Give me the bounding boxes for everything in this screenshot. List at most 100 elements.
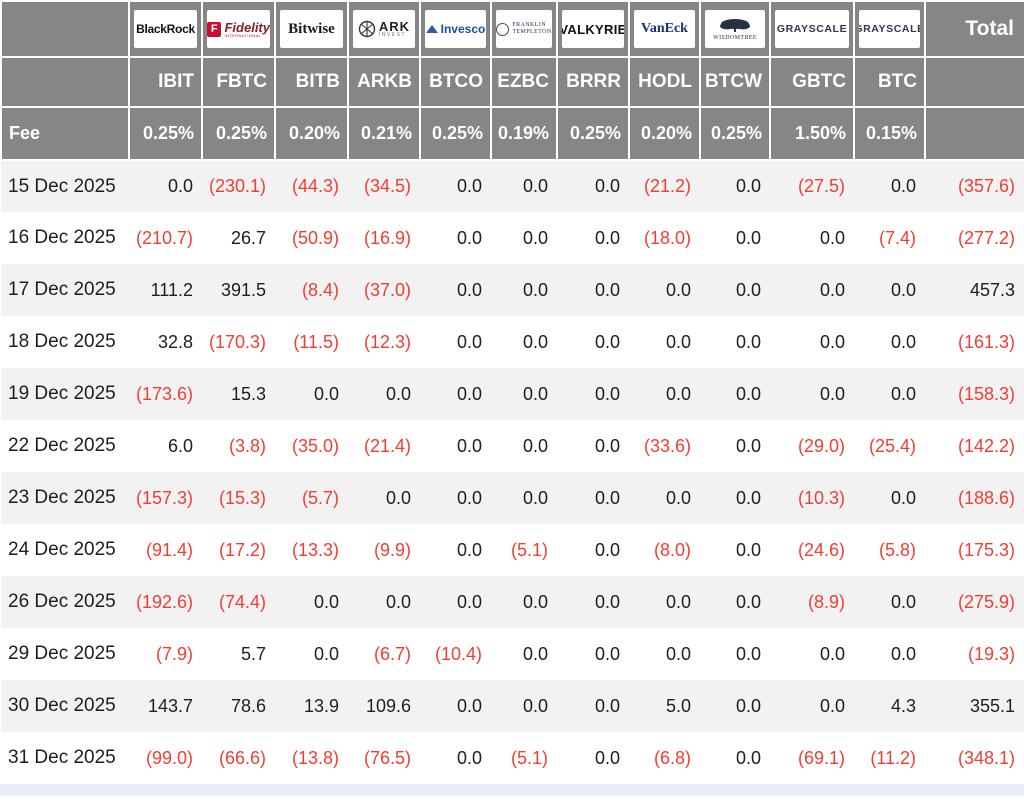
provider-cell-grayscale-btc: GRAYSCALE [853, 0, 926, 58]
fee-header-row: Fee 0.25% 0.25% 0.20% 0.21% 0.25% 0.19% … [0, 106, 1024, 161]
flow-value-cell: 5.0 [665, 695, 691, 716]
flow-value-cell: 0.0 [313, 591, 339, 612]
flow-value-cell: 0.0 [735, 331, 761, 352]
date-cell: 23 Dec 2025 [8, 487, 116, 508]
fee-btcw: 0.25% [699, 106, 771, 161]
flow-value-cell: 0.0 [456, 487, 482, 508]
table-row: 29 Dec 2025 (7.9) 5.7 0.0 (6.7) (10.4) 0.0 0.0 0… [1, 628, 1024, 680]
fee-ibit: 0.25% [128, 106, 203, 161]
flow-value-cell: 0.0 [594, 747, 620, 768]
flow-value-cell: (27.5) [797, 176, 845, 196]
flow-value-cell: 0.0 [735, 279, 761, 300]
flow-value-cell: 0.0 [522, 435, 548, 456]
flow-value-cell: (16.9) [363, 227, 411, 248]
table-row: 26 Dec 2025 (192.6) (74.4) 0.0 0.0 0.0 0.0 0.0 0… [1, 576, 1024, 628]
flow-value-cell: (33.6) [643, 435, 691, 456]
flow-value-cell: 0.0 [456, 747, 482, 768]
flow-value-cell: (230.1) [208, 176, 266, 196]
flow-value-cell: 0.0 [819, 227, 845, 248]
row-total-cell: (158.3) [957, 383, 1015, 404]
flow-value-cell: 0.0 [890, 279, 916, 300]
flow-value-cell: 0.0 [522, 176, 548, 196]
flow-value-cell: 0.0 [167, 176, 193, 196]
row-total-cell: (142.2) [957, 435, 1015, 456]
flow-value-cell: (25.4) [868, 435, 916, 456]
flow-value-cell: 0.0 [890, 591, 916, 612]
flow-value-cell: 0.0 [594, 383, 620, 404]
flow-value-cell: 0.0 [819, 383, 845, 404]
logo-header-row: BlackRock F Fidelity INTERNATIONAL Bitwi… [0, 0, 1024, 58]
flow-value-cell: 0.0 [735, 643, 761, 664]
flow-value-cell: 0.0 [890, 487, 916, 508]
table-row: 18 Dec 2025 32.8 (170.3) (11.5) (12.3) 0.0 0.0… [1, 316, 1024, 368]
flow-value-cell: 0.0 [456, 279, 482, 300]
date-cell: 31 Dec 2025 [8, 747, 116, 768]
flow-value-cell: (5.8) [878, 539, 916, 560]
flow-value-cell: 0.0 [890, 643, 916, 664]
flow-value-cell: (7.4) [878, 227, 916, 248]
flow-value-cell: (10.3) [797, 487, 845, 508]
grayscale-logo: GRAYSCALE [775, 10, 849, 48]
ark-wordmark: ARK [378, 19, 411, 34]
flow-value-cell: (9.9) [373, 539, 411, 560]
ticker-btco: BTCO [419, 56, 492, 108]
flow-value-cell: (170.3) [208, 331, 266, 352]
fee-btco: 0.25% [419, 106, 492, 161]
wisdomtree-wordmark: WISDOMTREE [713, 34, 757, 41]
table-row: 31 Dec 2025 (99.0) (66.6) (13.8) (76.5) 0.0 (5… [1, 732, 1024, 784]
flow-value-cell: (29.0) [797, 435, 845, 456]
franklin-line1: FRANKLIN [512, 21, 546, 28]
flow-value-cell: (11.2) [870, 747, 916, 768]
flow-value-cell: 15.3 [230, 383, 266, 404]
flow-value-cell: 0.0 [456, 695, 482, 716]
row-total-cell: (19.3) [967, 643, 1015, 664]
flow-value-cell: 0.0 [456, 539, 482, 560]
flow-value-cell: (99.0) [145, 747, 193, 768]
fee-hodl: 0.20% [628, 106, 701, 161]
table-row: 17 Dec 2025 111.2 391.5 (8.4) (37.0) 0.0 0.0 0.… [1, 264, 1024, 316]
flow-value-cell: 0.0 [313, 643, 339, 664]
ticker-gbtc: GBTC [769, 56, 855, 108]
row-total-cell: (357.6) [957, 176, 1015, 196]
ticker-header-row: IBIT FBTC BITB ARKB BTCO EZBC BRRR HODL … [0, 56, 1024, 108]
flows-body: 15 Dec 2025 0.0 (230.1) (44.3) (34.5) 0.0 0.0 0… [1, 160, 1024, 784]
flow-value-cell: 0.0 [890, 383, 916, 404]
flow-value-cell: 0.0 [594, 227, 620, 248]
ticker-ezbc: EZBC [490, 56, 558, 108]
flow-value-cell: 143.7 [147, 695, 193, 716]
flow-value-cell: (21.2) [643, 176, 691, 196]
flow-value-cell: 0.0 [594, 643, 620, 664]
blackrock-wordmark: BlackRock [136, 22, 195, 36]
wisdomtree-tree-icon [720, 18, 750, 32]
flow-value-cell: (210.7) [135, 227, 193, 248]
total-column-header: Total [924, 0, 1024, 58]
flow-value-cell: 0.0 [594, 539, 620, 560]
flow-value-cell: (50.9) [291, 227, 339, 248]
flow-value-cell: 0.0 [456, 383, 482, 404]
table-row: 23 Dec 2025 (157.3) (15.3) (5.7) 0.0 0.0 0.0 0.… [1, 472, 1024, 524]
flow-value-cell: 0.0 [735, 539, 761, 560]
flow-value-cell: 0.0 [522, 591, 548, 612]
etf-flows-table: BlackRock F Fidelity INTERNATIONAL Bitwi… [0, 0, 1024, 784]
flow-value-cell: 0.0 [735, 487, 761, 508]
date-cell: 26 Dec 2025 [8, 591, 116, 612]
flow-value-cell: (8.9) [807, 591, 845, 612]
flow-value-cell: (5.7) [301, 487, 339, 508]
flow-value-cell: 0.0 [313, 383, 339, 404]
row-total-cell: (275.9) [957, 591, 1015, 612]
flow-value-cell: 0.0 [735, 176, 761, 196]
row-total-cell: (161.3) [957, 331, 1015, 352]
flow-value-cell: 0.0 [456, 176, 482, 196]
flow-value-cell: (10.4) [434, 643, 482, 664]
flow-value-cell: (15.3) [218, 487, 266, 508]
flow-value-cell: (35.0) [291, 435, 339, 456]
flow-value-cell: 0.0 [819, 331, 845, 352]
flow-value-cell: 0.0 [522, 695, 548, 716]
flow-value-cell: (24.6) [797, 539, 845, 560]
table-row: 19 Dec 2025 (173.6) 15.3 0.0 0.0 0.0 0.0 0.0 0.0… [1, 368, 1024, 420]
flow-value-cell: 391.5 [220, 279, 266, 300]
fee-gbtc: 1.50% [769, 106, 855, 161]
flow-value-cell: (18.0) [643, 227, 691, 248]
flow-value-cell: 0.0 [819, 695, 845, 716]
date-cell: 22 Dec 2025 [8, 435, 116, 456]
